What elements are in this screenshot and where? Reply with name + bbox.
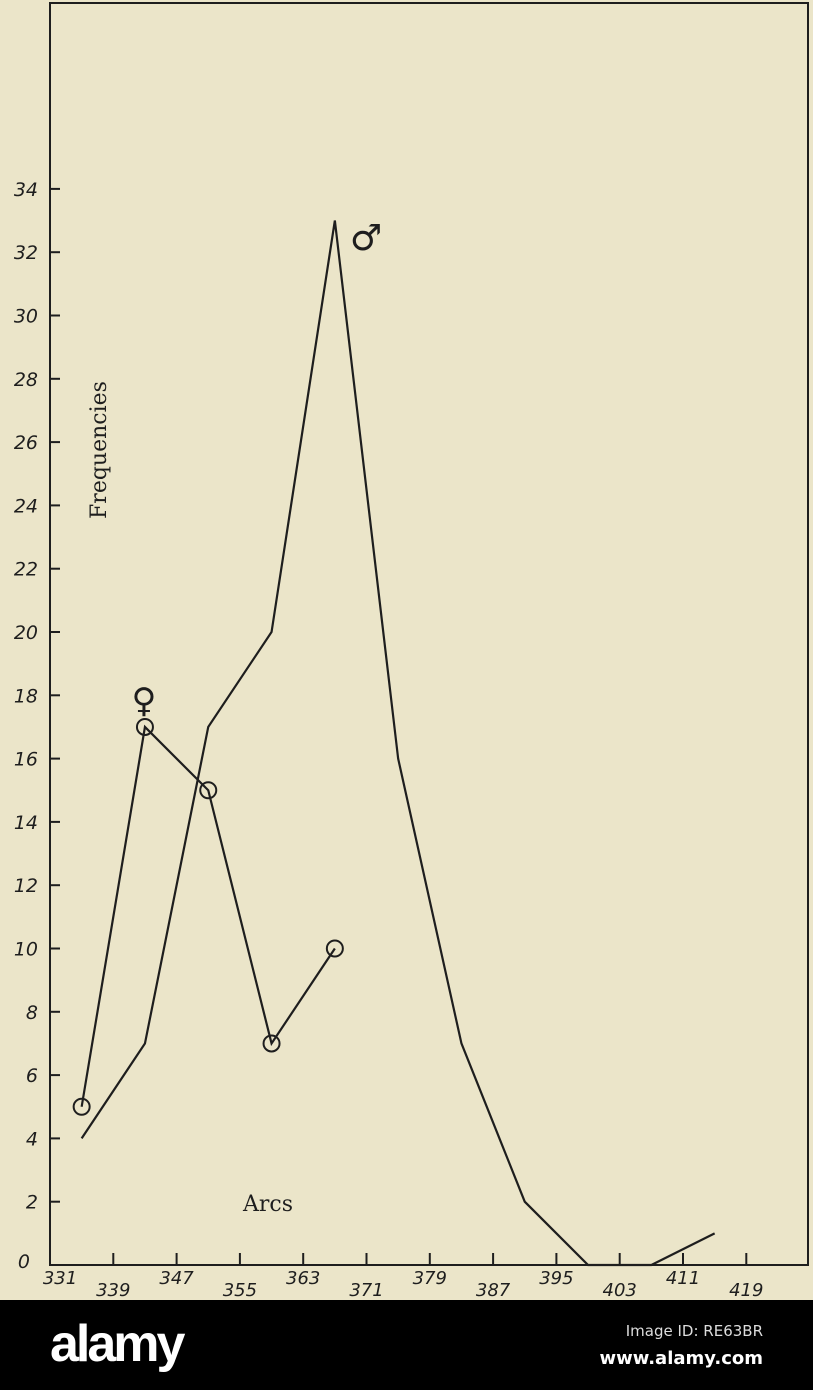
x-tick-label: 331 [43,1268,77,1289]
plot-frame [49,2,809,1266]
data-point [199,781,218,800]
y-tick-label: 32 [14,242,38,264]
x-tick-label: 395 [539,1268,573,1289]
y-tick-label: 30 [14,306,38,328]
y-tick-label: 0 [18,1251,30,1273]
data-point [262,1034,281,1053]
y-tick-label: 26 [14,432,38,454]
y-tick-label: 34 [14,179,38,201]
y-tick-label: 8 [26,1002,38,1024]
x-tick-label: 411 [666,1268,700,1289]
series-line-1 [80,724,336,1107]
y-tick-label: 14 [14,812,38,834]
watermark-footer: alamy Image ID: RE63BR www.alamy.com [0,1300,813,1390]
x-tick-label: 347 [159,1268,194,1289]
series-label-female: ♀ [132,681,157,721]
y-tick-label: 20 [14,622,38,644]
x-tick-label: 379 [413,1268,447,1289]
y-tick-label: 16 [14,749,38,771]
image-id: Image ID: RE63BR [625,1322,763,1340]
y-tick-label: 24 [14,495,38,517]
watermark-url: www.alamy.com [599,1348,763,1369]
x-tick-label: 339 [96,1280,130,1300]
y-tick-label: 12 [14,875,38,897]
chart: 0246810121416182022242628303234331339347… [0,0,813,1300]
x-axis-label: Arcs [242,1192,293,1217]
y-axis-label: Frequencies [87,381,112,519]
x-tick-label: 355 [223,1280,257,1300]
y-tick-label: 6 [26,1065,38,1087]
y-tick-label: 2 [26,1192,38,1214]
x-tick-label: 387 [476,1280,511,1300]
x-tick-label: 419 [729,1280,763,1300]
y-tick-label: 22 [14,559,38,581]
x-tick-label: 403 [603,1280,637,1300]
series-label-male: ♂ [350,218,382,259]
data-point [72,1097,91,1116]
x-tick-label: 363 [286,1268,320,1289]
x-tick-label: 371 [349,1280,383,1300]
y-tick-label: 10 [14,939,38,961]
y-tick-label: 4 [26,1128,38,1150]
data-point [135,717,154,736]
series-line-0 [80,220,716,1267]
data-point [325,939,344,958]
y-tick-label: 28 [14,369,38,391]
y-tick-label: 18 [14,685,38,707]
alamy-logo: alamy [50,1315,185,1373]
